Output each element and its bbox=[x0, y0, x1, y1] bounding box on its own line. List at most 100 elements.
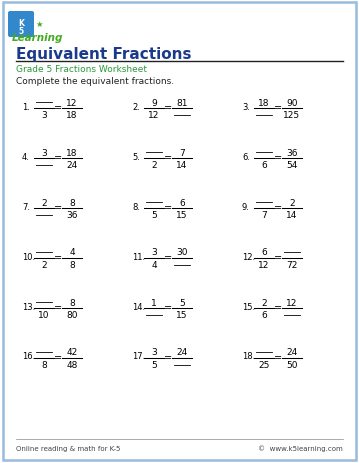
Text: 12: 12 bbox=[286, 298, 298, 307]
Text: 12: 12 bbox=[66, 98, 78, 107]
Text: =: = bbox=[274, 103, 282, 113]
FancyBboxPatch shape bbox=[8, 12, 34, 38]
Text: =: = bbox=[164, 252, 172, 263]
Text: 30: 30 bbox=[176, 248, 188, 257]
Text: =: = bbox=[164, 103, 172, 113]
Text: 25: 25 bbox=[258, 361, 270, 369]
Text: 5: 5 bbox=[151, 211, 157, 220]
Text: 14.: 14. bbox=[132, 302, 145, 311]
Text: 5: 5 bbox=[18, 26, 24, 36]
Text: 80: 80 bbox=[66, 311, 78, 320]
Text: Grade 5 Fractions Worksheet: Grade 5 Fractions Worksheet bbox=[16, 65, 147, 75]
Text: =: = bbox=[54, 153, 62, 163]
Text: 12.: 12. bbox=[242, 252, 255, 261]
Text: 7: 7 bbox=[261, 211, 267, 220]
Text: 42: 42 bbox=[66, 348, 78, 357]
Text: =: = bbox=[164, 302, 172, 313]
Text: =: = bbox=[164, 202, 172, 213]
Text: 11.: 11. bbox=[132, 252, 145, 261]
Text: 7.: 7. bbox=[22, 202, 30, 211]
Text: 8: 8 bbox=[69, 298, 75, 307]
Text: ★: ★ bbox=[35, 19, 42, 28]
Text: 10.: 10. bbox=[22, 252, 35, 261]
Text: 15: 15 bbox=[176, 211, 188, 220]
Text: 12: 12 bbox=[258, 261, 270, 270]
Text: 6.: 6. bbox=[242, 152, 250, 161]
Text: 18: 18 bbox=[258, 98, 270, 107]
Text: 13.: 13. bbox=[22, 302, 35, 311]
Text: 4: 4 bbox=[151, 261, 157, 270]
Text: 8.: 8. bbox=[132, 202, 140, 211]
Text: 36: 36 bbox=[286, 148, 298, 157]
Text: Online reading & math for K-5: Online reading & math for K-5 bbox=[16, 445, 120, 451]
Text: 5: 5 bbox=[179, 298, 185, 307]
Text: 48: 48 bbox=[66, 361, 78, 369]
Text: Learning: Learning bbox=[12, 33, 64, 43]
Text: =: = bbox=[54, 252, 62, 263]
Text: 125: 125 bbox=[284, 111, 300, 120]
Text: 5: 5 bbox=[151, 361, 157, 369]
Text: 15.: 15. bbox=[242, 302, 255, 311]
Text: =: = bbox=[54, 103, 62, 113]
Text: =: = bbox=[274, 252, 282, 263]
Text: =: = bbox=[54, 302, 62, 313]
Text: 24: 24 bbox=[66, 161, 78, 170]
Text: 6: 6 bbox=[179, 198, 185, 207]
Text: 4.: 4. bbox=[22, 152, 30, 161]
Text: 1: 1 bbox=[151, 298, 157, 307]
Text: 3: 3 bbox=[41, 111, 47, 120]
Text: 4: 4 bbox=[69, 248, 75, 257]
Text: K: K bbox=[18, 19, 24, 28]
Text: 17.: 17. bbox=[132, 352, 145, 361]
Text: 14: 14 bbox=[286, 211, 298, 220]
FancyBboxPatch shape bbox=[3, 3, 356, 460]
Text: 16.: 16. bbox=[22, 352, 35, 361]
Text: Equivalent Fractions: Equivalent Fractions bbox=[16, 46, 191, 62]
Text: 90: 90 bbox=[286, 98, 298, 107]
Text: 8: 8 bbox=[41, 361, 47, 369]
Text: =: = bbox=[164, 153, 172, 163]
Text: =: = bbox=[274, 352, 282, 362]
Text: 2: 2 bbox=[41, 198, 47, 207]
Text: 3: 3 bbox=[151, 248, 157, 257]
Text: 3.: 3. bbox=[242, 102, 250, 111]
Text: 18.: 18. bbox=[242, 352, 255, 361]
Text: 12: 12 bbox=[148, 111, 160, 120]
Text: =: = bbox=[54, 202, 62, 213]
Text: 3: 3 bbox=[151, 348, 157, 357]
Text: 18: 18 bbox=[66, 111, 78, 120]
Text: 6: 6 bbox=[261, 161, 267, 170]
Text: =: = bbox=[274, 302, 282, 313]
Text: 8: 8 bbox=[69, 261, 75, 270]
Text: 14: 14 bbox=[176, 161, 188, 170]
Text: 6: 6 bbox=[261, 248, 267, 257]
Text: 10: 10 bbox=[38, 311, 50, 320]
Text: 6: 6 bbox=[261, 311, 267, 320]
Text: 24: 24 bbox=[176, 348, 188, 357]
Text: 2: 2 bbox=[261, 298, 267, 307]
Text: 8: 8 bbox=[69, 198, 75, 207]
Text: 1.: 1. bbox=[22, 102, 30, 111]
Text: 2: 2 bbox=[151, 161, 157, 170]
Text: 9.: 9. bbox=[242, 202, 250, 211]
Text: =: = bbox=[164, 352, 172, 362]
Text: 2: 2 bbox=[289, 198, 295, 207]
Text: =: = bbox=[54, 352, 62, 362]
Text: =: = bbox=[274, 153, 282, 163]
Text: 81: 81 bbox=[176, 98, 188, 107]
Text: 3: 3 bbox=[41, 148, 47, 157]
Text: 24: 24 bbox=[286, 348, 298, 357]
Text: 72: 72 bbox=[286, 261, 298, 270]
Text: ©  www.k5learning.com: © www.k5learning.com bbox=[258, 444, 343, 451]
Text: 9: 9 bbox=[151, 98, 157, 107]
Text: =: = bbox=[274, 202, 282, 213]
Text: 18: 18 bbox=[66, 148, 78, 157]
Text: Complete the equivalent fractions.: Complete the equivalent fractions. bbox=[16, 76, 174, 85]
Text: 15: 15 bbox=[176, 311, 188, 320]
Text: 36: 36 bbox=[66, 211, 78, 220]
Text: 50: 50 bbox=[286, 361, 298, 369]
Text: 2: 2 bbox=[41, 261, 47, 270]
Text: 2.: 2. bbox=[132, 102, 140, 111]
Text: 54: 54 bbox=[286, 161, 298, 170]
Text: 5.: 5. bbox=[132, 152, 140, 161]
